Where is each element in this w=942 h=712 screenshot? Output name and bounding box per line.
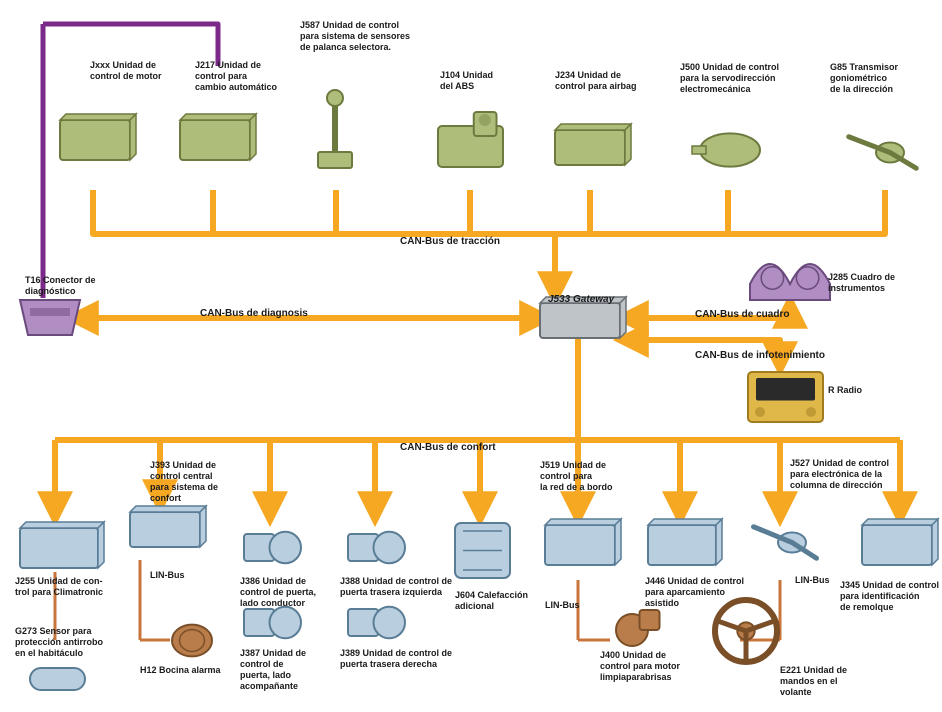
label-linbus1: LIN-Bus: [150, 570, 200, 581]
label-e221: E221 Unidad demandos en elvolante: [780, 665, 880, 698]
label-j519: J519 Unidad decontrol parala red de a bo…: [540, 460, 640, 493]
label-j255: J255 Unidad de con-trol para Climatronic: [15, 576, 130, 598]
bus-label-bus-traccion: CAN-Bus de tracción: [400, 236, 500, 247]
label-t16: T16 Conector dediagnóstico: [25, 275, 125, 297]
bus-label-gw-label: J533 Gateway: [548, 294, 614, 305]
bus-label-bus-cuadro: CAN-Bus de cuadro: [695, 309, 789, 320]
label-jxxx: Jxxx Unidad decontrol de motor: [90, 60, 190, 82]
label-j388: J388 Unidad de control depuerta trasera …: [340, 576, 470, 598]
label-j400: J400 Unidad decontrol para motorlimpiapa…: [600, 650, 710, 683]
edge-trunk-traccion: [93, 222, 885, 234]
label-j527: J527 Unidad de controlpara electrónica d…: [790, 458, 920, 491]
label-linbus2: LIN-Bus: [545, 600, 595, 611]
label-j234: J234 Unidad decontrol para airbag: [555, 70, 665, 92]
label-j387: J387 Unidad decontrol depuerta, ladoacom…: [240, 648, 335, 692]
label-linbus3: LIN-Bus: [795, 575, 845, 586]
label-j285: J285 Cuadro deinstrumentos: [828, 272, 928, 294]
label-j500: J500 Unidad de controlpara la servodirec…: [680, 62, 810, 95]
label-radio: R Radio: [828, 385, 898, 396]
label-j389: J389 Unidad de control depuerta trasera …: [340, 648, 470, 670]
label-g85: G85 Transmisorgoniométricode la direcció…: [830, 62, 930, 95]
bus-label-bus-diagnosis: CAN-Bus de diagnosis: [200, 308, 308, 319]
label-j104: J104 Unidaddel ABS: [440, 70, 520, 92]
bus-label-bus-confort: CAN-Bus de confort: [400, 442, 496, 453]
bus-label-bus-infoten: CAN-Bus de infotenimiento: [695, 350, 825, 361]
label-j393: J393 Unidad decontrol centralpara sistem…: [150, 460, 250, 504]
label-j345: J345 Unidad de controlpara identificació…: [840, 580, 942, 613]
label-j386: J386 Unidad decontrol de puerta,lado con…: [240, 576, 340, 609]
label-j587: J587 Unidad de controlpara sistema de se…: [300, 20, 430, 53]
label-h12: H12 Bocina alarma: [140, 665, 240, 676]
label-j446: J446 Unidad de controlpara aparcamientoa…: [645, 576, 765, 609]
diagram-stage: Jxxx Unidad decontrol de motorJ217 Unida…: [0, 0, 942, 712]
label-g273: G273 Sensor paraprotección antirroboen e…: [15, 626, 130, 659]
label-j604: J604 Calefacciónadicional: [455, 590, 555, 612]
label-j217: J217 Unidad decontrol paracambio automát…: [195, 60, 305, 93]
